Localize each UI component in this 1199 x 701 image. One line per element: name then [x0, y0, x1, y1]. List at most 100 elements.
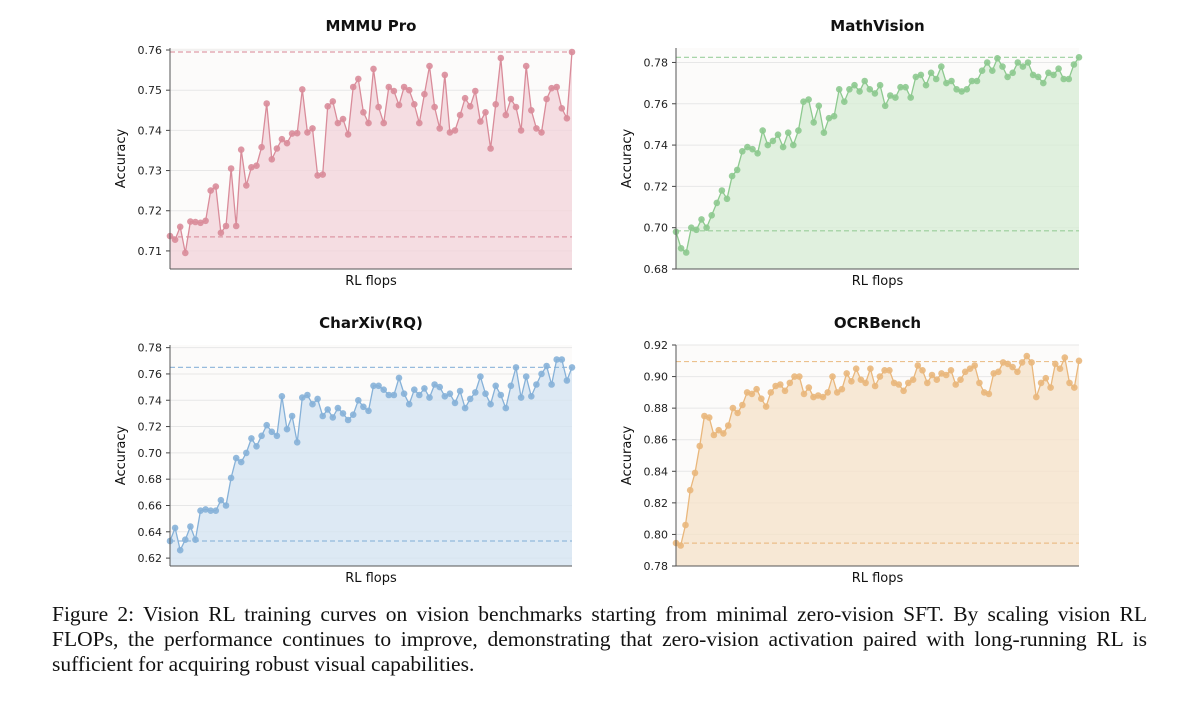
data-point — [815, 102, 823, 110]
data-point — [176, 223, 184, 231]
data-point — [786, 379, 794, 387]
data-point — [426, 62, 433, 70]
data-point — [304, 391, 311, 399]
data-point — [400, 390, 408, 398]
data-point — [843, 370, 850, 377]
data-point — [360, 109, 367, 116]
data-point — [1029, 71, 1037, 79]
data-point — [533, 125, 540, 132]
data-point — [922, 81, 930, 89]
data-point — [995, 368, 1002, 376]
data-point — [395, 101, 403, 109]
data-point — [769, 137, 777, 145]
data-point — [477, 373, 484, 380]
y-tick-label: 0.70 — [644, 222, 669, 235]
data-point — [461, 94, 469, 102]
data-point — [720, 430, 727, 437]
data-point — [705, 414, 713, 421]
data-point — [431, 103, 438, 111]
data-point — [492, 382, 500, 390]
data-point — [543, 95, 550, 103]
data-point — [905, 379, 912, 387]
data-point — [222, 502, 230, 509]
data-point — [1024, 59, 1032, 66]
data-point — [411, 101, 418, 108]
data-point — [171, 524, 179, 532]
data-point — [943, 79, 950, 87]
series-line — [169, 51, 573, 254]
data-point — [355, 397, 362, 404]
data-point — [938, 63, 945, 70]
data-point — [268, 428, 276, 436]
y-tick-label: 0.71 — [138, 245, 163, 258]
data-point — [472, 87, 479, 95]
data-point — [192, 218, 199, 226]
data-point — [304, 129, 311, 136]
chart-panel-4: 0.78 0.80 0.82 0.84 0.86 0.88 0.90 0.92 OCRBench… — [620, 314, 1083, 586]
data-point — [805, 384, 813, 391]
y-tick-label: 0.72 — [138, 205, 163, 218]
data-point — [886, 367, 893, 374]
data-point — [867, 365, 874, 373]
data-point — [176, 546, 184, 554]
data-point — [1034, 73, 1042, 81]
data-point — [344, 416, 352, 424]
data-point — [777, 381, 784, 388]
data-point — [764, 141, 772, 149]
data-point — [273, 145, 281, 152]
data-point — [421, 90, 428, 98]
chart-title: CharXiv(RQ) — [319, 314, 423, 332]
data-point — [696, 442, 703, 450]
data-point — [966, 365, 974, 373]
data-point — [677, 245, 685, 252]
data-point — [187, 523, 194, 530]
data-point — [688, 224, 695, 231]
data-point — [507, 95, 515, 103]
data-point — [466, 395, 474, 403]
y-tick-label: 0.90 — [644, 371, 669, 384]
figure-caption: Figure 2: Vision RL training curves on v… — [52, 602, 1147, 676]
data-point — [512, 364, 520, 371]
data-point — [380, 119, 388, 127]
x-axis-label: RL flops — [852, 274, 904, 289]
data-point — [528, 393, 535, 400]
data-point — [487, 145, 494, 152]
data-point — [796, 373, 803, 380]
data-point — [784, 129, 792, 136]
data-point — [426, 394, 433, 401]
data-point — [192, 536, 199, 543]
data-point — [258, 432, 265, 440]
data-point — [558, 105, 566, 112]
data-point — [754, 150, 761, 157]
data-point — [963, 86, 971, 93]
data-point — [436, 125, 444, 132]
data-point — [309, 400, 316, 408]
data-point — [441, 71, 449, 79]
data-point — [739, 148, 746, 155]
data-point — [314, 395, 321, 403]
y-tick-label: 0.80 — [644, 528, 669, 541]
y-tick-label: 0.78 — [644, 560, 669, 573]
data-point — [400, 83, 408, 91]
data-point — [339, 410, 347, 417]
data-point — [283, 425, 291, 433]
data-point — [461, 404, 469, 412]
data-point — [1018, 359, 1026, 366]
data-point — [237, 146, 245, 153]
chart-title: MMMU Pro — [326, 17, 417, 35]
data-point — [288, 412, 296, 420]
data-point — [973, 77, 981, 85]
data-point — [405, 86, 413, 94]
data-point — [497, 54, 505, 62]
data-point — [237, 458, 245, 466]
data-point — [273, 432, 281, 440]
data-point — [825, 114, 833, 122]
data-point — [487, 400, 494, 408]
data-point — [932, 75, 940, 83]
data-point — [917, 71, 925, 79]
data-point — [227, 165, 235, 172]
data-point — [299, 86, 306, 93]
chart-panel-2: 0.68 0.70 0.72 0.74 0.76 0.78 MathVision RL flo… — [620, 17, 1083, 289]
data-point — [733, 166, 741, 174]
data-point — [349, 83, 357, 91]
